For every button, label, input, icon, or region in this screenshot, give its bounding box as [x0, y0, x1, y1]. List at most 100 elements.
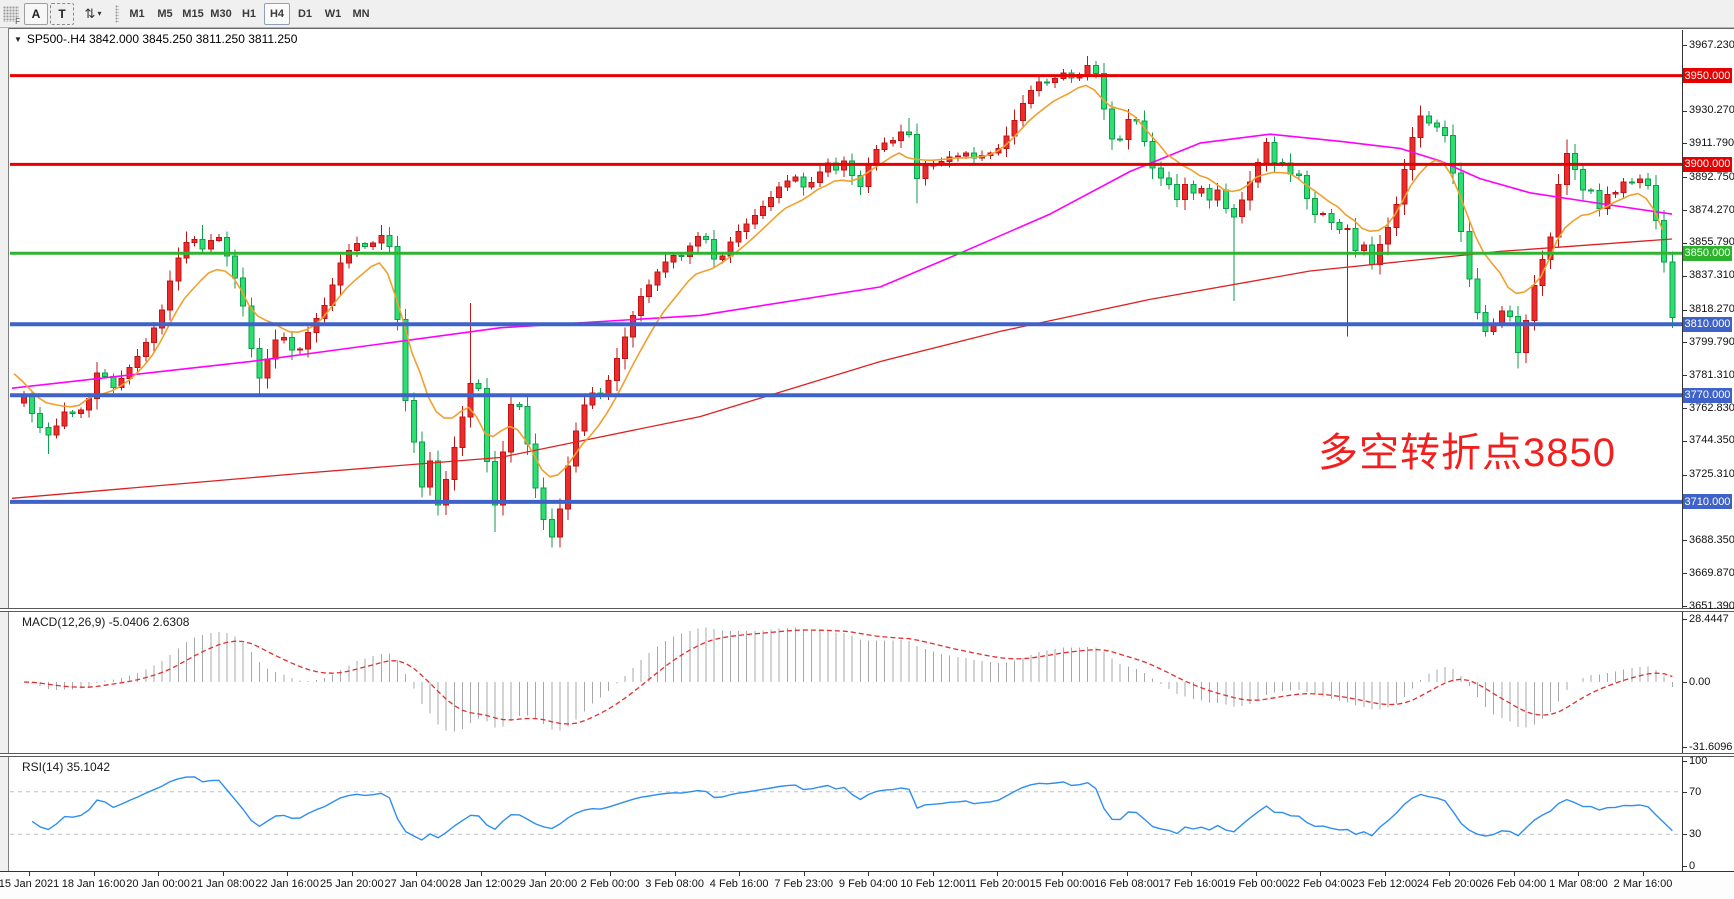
- price-tick-label: 3688.350: [1689, 533, 1734, 546]
- symbol-dropdown-icon[interactable]: ▼: [14, 34, 22, 44]
- timeframe-m5-button[interactable]: M5: [157, 7, 173, 20]
- time-tick-mark: [93, 872, 95, 876]
- price-level-badge: 3810.000: [1683, 316, 1732, 332]
- price-tick-label: 3892.750: [1689, 170, 1734, 183]
- time-axis-label: 9 Feb 04:00: [838, 878, 898, 890]
- price-tick-mark: [1682, 606, 1687, 607]
- price-tick-label: 3799.790: [1689, 335, 1734, 348]
- time-tick-mark: [674, 872, 676, 876]
- time-axis-label: 18 Jan 16:00: [61, 878, 126, 890]
- rsi-tick-label: 70: [1689, 785, 1702, 798]
- rsi-tick-mark: [1682, 834, 1687, 835]
- timeframe-mn-button[interactable]: MN: [352, 7, 370, 20]
- time-tick-mark: [739, 872, 741, 876]
- macd-tick-mark: [1682, 619, 1687, 620]
- time-axis-label: 20 Jan 00:00: [126, 878, 190, 890]
- rsi-tick-mark: [1682, 792, 1687, 793]
- price-level-badge: 3710.000: [1683, 494, 1732, 510]
- timeframe-m30-button[interactable]: M30: [210, 7, 232, 20]
- time-tick-mark: [1320, 872, 1322, 876]
- pane-separator[interactable]: [0, 753, 1734, 757]
- time-axis-label: 3 Feb 08:00: [645, 878, 704, 890]
- rsi-axis-line: [1682, 757, 1683, 871]
- time-tick-mark: [416, 872, 418, 876]
- time-axis-label: 22 Feb 04:00: [1287, 878, 1353, 890]
- time-axis-label: 11 Feb 20:00: [965, 878, 1030, 890]
- rsi-pane[interactable]: [10, 757, 1682, 871]
- time-tick-mark: [1449, 872, 1451, 876]
- price-tick-mark: [1682, 573, 1687, 575]
- price-tick-mark: [1682, 275, 1687, 277]
- toolbar-drag-handle-icon[interactable]: F: [3, 5, 20, 26]
- scale-arrows-button[interactable]: ⇅ ▾: [77, 2, 109, 26]
- time-tick-mark: [1384, 872, 1386, 876]
- price-tick-mark: [1682, 408, 1687, 410]
- macd-tick-label: 28.4447: [1689, 612, 1729, 625]
- time-axis[interactable]: 15 Jan 2021 18 Jan 16:00 20 Jan 00:00 21 Ja…: [0, 871, 1734, 899]
- price-tick-mark: [1682, 45, 1687, 46]
- timeframe-d1-button[interactable]: D1: [297, 7, 313, 20]
- price-tick-mark: [1682, 375, 1687, 377]
- price-tick-label: 3725.310: [1689, 468, 1734, 481]
- annotate-a-button[interactable]: A: [24, 2, 48, 25]
- time-tick-mark: [1578, 872, 1580, 876]
- chart-left-gutter: [0, 28, 9, 899]
- timeframe-h1-button[interactable]: H1: [241, 7, 257, 20]
- time-axis-label: 29 Jan 20:00: [513, 878, 578, 890]
- time-axis-label: 4 Feb 16:00: [709, 878, 769, 890]
- price-tick-mark: [1682, 309, 1687, 311]
- timeframe-m1-button[interactable]: M1: [129, 7, 145, 20]
- timeframe-m15-button[interactable]: M15: [182, 7, 204, 20]
- time-axis-label: 2 Feb 00:00: [580, 878, 640, 890]
- timeframe-button-group: M1 M5 M15 M30 H1 H4 D1 W1 MN: [123, 2, 375, 25]
- updown-arrows-icon: ⇅: [84, 5, 96, 21]
- time-axis-label: 10 Feb 12:00: [900, 878, 966, 890]
- price-level-badge: 3950.000: [1683, 68, 1732, 84]
- time-tick-mark: [803, 872, 805, 876]
- time-axis-label: 2 Mar 16:00: [1613, 878, 1673, 890]
- price-tick-mark: [1682, 210, 1687, 212]
- time-tick-mark: [222, 872, 224, 876]
- price-tick-mark: [1682, 342, 1687, 344]
- price-tick-label: 3818.270: [1689, 303, 1734, 316]
- macd-pane[interactable]: [10, 612, 1682, 753]
- timeframe-w1-button[interactable]: W1: [324, 7, 342, 20]
- price-level-badge: 3850.000: [1683, 245, 1732, 261]
- pane-separator[interactable]: [0, 608, 1734, 612]
- text-tool-button[interactable]: T: [50, 2, 74, 25]
- price-tick-mark: [1682, 540, 1687, 542]
- time-axis-label: 19 Feb 00:00: [1223, 878, 1289, 890]
- price-tick-label: 3930.270: [1689, 104, 1734, 117]
- main-chart-pane[interactable]: [10, 30, 1682, 608]
- price-tick-label: 3967.230: [1689, 38, 1734, 51]
- price-axis-line: [1682, 30, 1683, 608]
- time-tick-mark: [1061, 872, 1063, 876]
- time-tick-mark: [480, 872, 482, 876]
- price-tick-mark: [1682, 143, 1687, 145]
- time-axis-label: 23 Feb 12:00: [1352, 878, 1418, 890]
- macd-tick-mark: [1682, 747, 1687, 748]
- time-tick-mark: [868, 872, 870, 876]
- rsi-label: RSI(14) 35.1042: [22, 760, 111, 774]
- time-axis-label: 17 Feb 16:00: [1158, 878, 1224, 890]
- time-tick-mark: [1513, 872, 1515, 876]
- time-tick-mark: [1191, 872, 1193, 876]
- macd-tick-label: -31.6096: [1689, 740, 1733, 753]
- rsi-tick-mark: [1682, 761, 1687, 762]
- time-axis-label: 21 Jan 08:00: [190, 878, 255, 890]
- top-toolbar: F A T ⇅ ▾ M1 M5 M15 M30 H1 H4 D1 W1 MN: [0, 0, 1734, 28]
- price-tick-label: 3874.270: [1689, 203, 1734, 216]
- time-axis-label: 25 Jan 20:00: [319, 878, 384, 890]
- price-tick-label: 3781.310: [1689, 368, 1734, 381]
- time-tick-mark: [1126, 872, 1128, 876]
- macd-tick-mark: [1682, 682, 1687, 683]
- time-axis-label: 22 Jan 16:00: [255, 878, 320, 890]
- price-tick-label: 3855.790: [1689, 236, 1734, 249]
- price-tick-label: 3911.790: [1689, 136, 1734, 149]
- price-tick-mark: [1682, 110, 1687, 112]
- timeframe-h4-button[interactable]: H4: [264, 2, 290, 25]
- macd-tick-label: 0.00: [1689, 675, 1711, 688]
- rsi-tick-label: 30: [1689, 827, 1702, 840]
- time-tick-mark: [287, 872, 289, 876]
- time-tick-mark: [932, 872, 934, 876]
